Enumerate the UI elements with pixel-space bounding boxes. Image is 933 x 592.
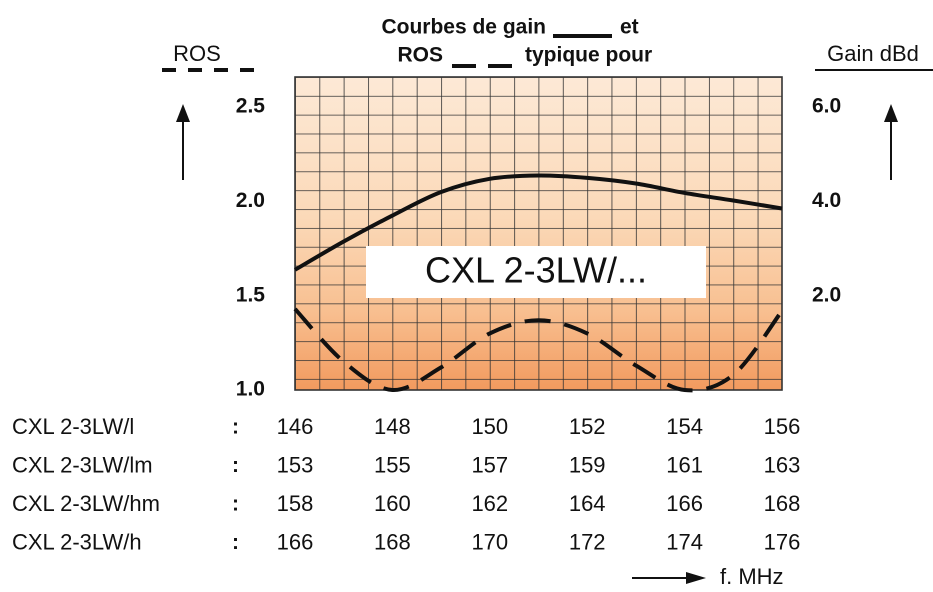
x-tick-label: 166 (277, 529, 314, 554)
title-part: typique pour (525, 44, 652, 67)
x-tick-label: 153 (277, 452, 314, 477)
x-tick-label: 152 (569, 414, 606, 439)
x-tick-label: 172 (569, 529, 606, 554)
x-tick-label: 170 (471, 529, 508, 554)
row-separator: : (232, 416, 239, 439)
title-part: et (620, 16, 639, 39)
x-tick-label: 168 (374, 529, 411, 554)
row-name: CXL 2-3LW/lm (12, 452, 153, 477)
x-tick-label: 159 (569, 452, 606, 477)
annotation-box (366, 246, 706, 298)
x-tick-label: 164 (569, 491, 606, 516)
plot-frame (294, 76, 783, 391)
y-tick-label: 2.0 (236, 189, 265, 212)
ros-line (293, 307, 784, 393)
x-tick-label: 157 (471, 452, 508, 477)
y2-axis-label: Gain dBd (827, 41, 919, 66)
gain-line (293, 173, 783, 272)
y-tick-label: 1.0 (236, 378, 265, 401)
y-axis-label: ROS (173, 41, 221, 66)
x-tick-label: 150 (471, 414, 508, 439)
row-separator: : (232, 493, 239, 516)
y-tick-label: 1.5 (236, 283, 266, 306)
row-separator: : (232, 454, 239, 477)
x-tick-label: 168 (764, 491, 801, 516)
title-part: ROS (397, 44, 443, 67)
row-name: CXL 2-3LW/hm (12, 491, 160, 516)
x-tick-label: 148 (374, 414, 411, 439)
y2-arrow-head (884, 104, 898, 122)
x-tick-label: 166 (666, 491, 703, 516)
x-tick-label: 163 (764, 452, 801, 477)
row-name: CXL 2-3LW/h (12, 529, 142, 554)
plot-grid (295, 77, 782, 390)
row-name: CXL 2-3LW/l (12, 414, 134, 439)
x-tick-label: 160 (374, 491, 411, 516)
x-axis-label: f. MHz (720, 564, 784, 589)
y2-tick-label: 2.0 (812, 283, 841, 306)
title-part: Courbes de gain (381, 16, 546, 39)
x-tick-label: 158 (277, 491, 314, 516)
annotation: CXL 2-3LW/... (425, 250, 647, 291)
x-tick-label: 174 (666, 529, 703, 554)
row-separator: : (232, 531, 239, 554)
y2-tick-label: 6.0 (812, 95, 841, 118)
x-tick-label: 176 (764, 529, 801, 554)
y-tick-label: 2.5 (236, 95, 266, 118)
x-tick-label: 146 (277, 414, 314, 439)
x-tick-label: 155 (374, 452, 411, 477)
y2-tick-label: 4.0 (812, 189, 841, 212)
x-arrow-head (686, 572, 706, 584)
x-tick-label: 162 (471, 491, 508, 516)
x-tick-label: 154 (666, 414, 703, 439)
x-tick-label: 161 (666, 452, 703, 477)
x-tick-label: 156 (764, 414, 801, 439)
y-arrow-head (176, 104, 190, 122)
